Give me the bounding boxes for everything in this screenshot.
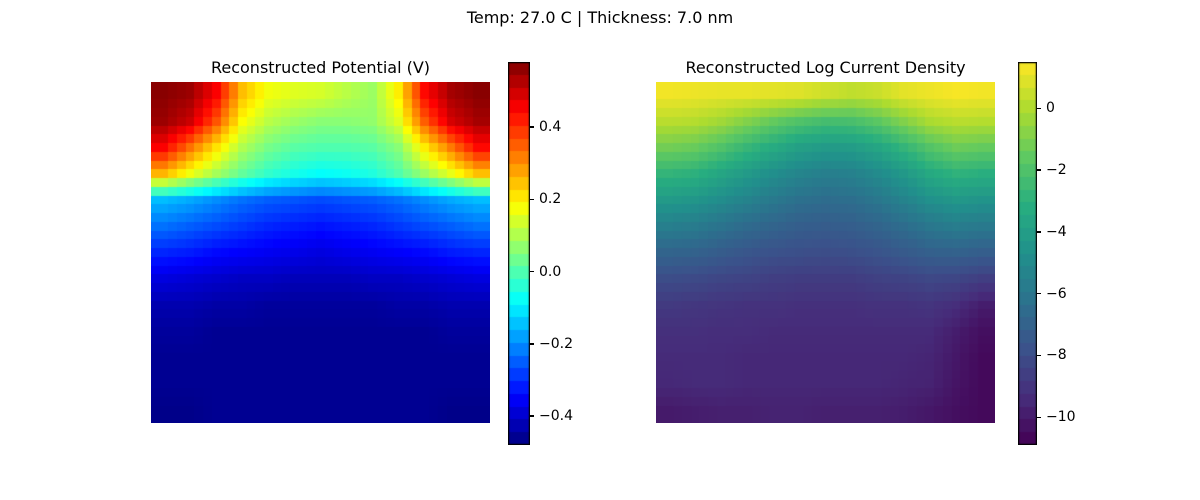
colorbar-tick-mark [530,415,534,417]
colorbar-tick-label: −0.2 [539,335,573,352]
colorbar-tick-label: −10 [1046,409,1076,426]
colorbar-tick-label: −0.4 [539,408,573,425]
potential-colorbar-ticks: 0.4 0.2 0.0 −0.2 −0.4 [530,62,590,445]
colorbar-tick-label: −6 [1046,285,1067,302]
colorbar-tick-label: 0.4 [539,119,562,136]
colorbar-tick-mark [530,343,534,345]
colorbar-tick-mark [1037,354,1041,357]
colorbar-tick-label: 0 [1046,100,1055,117]
colorbar-tick-mark [1037,169,1041,171]
colorbar-tick-mark [530,126,534,128]
potential-heatmap-image [151,82,490,423]
potential-plot-title: Reconstructed Potential (V) [210,58,431,77]
current-density-plot-title: Reconstructed Log Current Density [685,58,966,77]
current-density-colorbar-ticks: 0 −2 −4 −6 −8 −10 [1037,62,1097,445]
colorbar-tick-label: −8 [1046,347,1067,364]
colorbar-tick-label: 0.0 [539,263,562,280]
current-density-colorbar [1018,62,1037,445]
colorbar-tick-label: −2 [1046,162,1067,179]
colorbar-tick-mark [530,198,534,200]
colorbar-tick-label: 0.2 [539,191,562,208]
colorbar-tick-mark [1037,292,1041,295]
colorbar-tick-mark [1037,107,1041,110]
current-density-heatmap-image [656,82,995,423]
potential-colorbar [508,62,530,445]
colorbar-tick-mark [1037,231,1041,233]
colorbar-tick-mark [530,270,534,273]
figure-suptitle: Temp: 27.0 C | Thickness: 7.0 nm [466,8,734,27]
colorbar-tick-mark [1037,416,1041,418]
colorbar-tick-label: −4 [1046,223,1067,240]
